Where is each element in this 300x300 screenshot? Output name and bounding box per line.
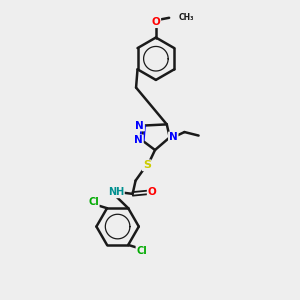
Text: N: N: [169, 132, 178, 142]
Text: S: S: [143, 160, 151, 170]
Text: CH₃: CH₃: [178, 13, 194, 22]
Text: O: O: [148, 188, 156, 197]
Text: Cl: Cl: [88, 197, 99, 207]
Text: N: N: [135, 121, 144, 130]
Text: O: O: [152, 17, 160, 27]
Text: NH: NH: [108, 188, 124, 197]
Text: Cl: Cl: [136, 246, 147, 256]
Text: N: N: [134, 135, 143, 145]
